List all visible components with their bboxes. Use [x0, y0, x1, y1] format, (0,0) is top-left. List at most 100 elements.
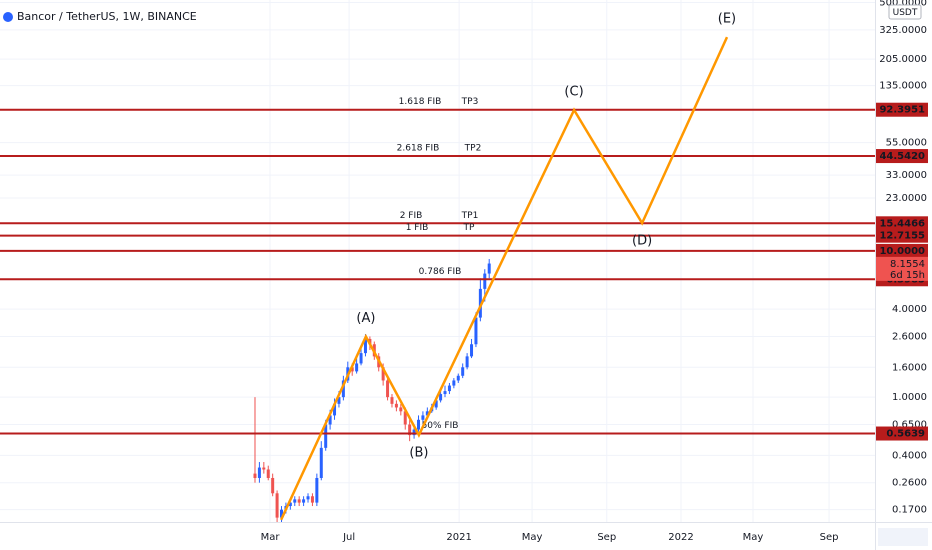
fib-label: 1.618 FIB [399, 97, 442, 107]
candle-body [474, 317, 478, 345]
candle-body [434, 400, 438, 408]
y-tick-label: 325.0000 [879, 25, 927, 36]
candle-body [461, 367, 465, 376]
y-tick-label: 0.2600 [892, 478, 927, 489]
candle-body [266, 469, 270, 478]
level-price-label: 44.5420 [879, 151, 925, 162]
candle-body [337, 397, 341, 404]
y-tick-label: 4.0000 [892, 304, 927, 315]
y-tick-label: 0.4000 [892, 450, 927, 461]
fib-label: 0.786 FIB [419, 267, 462, 277]
y-tick-label: 23.0000 [886, 193, 927, 204]
candle-body [293, 499, 297, 503]
candle-body [315, 477, 319, 503]
candle-body [363, 338, 367, 354]
tp-label: TP2 [464, 144, 482, 154]
candle-body [306, 496, 310, 500]
axes: 500.0000 325.0000 205.0000 135.0000 55.0000 3… [261, 0, 928, 543]
candle-body [319, 447, 323, 478]
symbol-icon [3, 12, 13, 22]
y-tick-label: 33.0000 [886, 170, 927, 181]
candle-body [350, 367, 354, 372]
candle-body [341, 380, 345, 398]
level-price-label: 10.0000 [879, 246, 925, 257]
y-tick-label: 2.6000 [892, 331, 927, 342]
candle-body [271, 477, 275, 494]
candle-body [478, 288, 482, 318]
candle-body [425, 411, 429, 416]
level-price-box [876, 102, 928, 117]
level-price-label: 12.7155 [879, 231, 925, 242]
y-tick-label: 500.0000 [879, 0, 927, 8]
x-tick-label: May [522, 532, 543, 543]
fib-label: 2 FIB [400, 211, 423, 221]
currency-box[interactable] [888, 4, 922, 20]
current-price-label: 8.1554 [890, 259, 925, 270]
candle-body [297, 499, 301, 503]
candle-body [355, 363, 359, 372]
candle-body [483, 273, 487, 289]
wave-line [279, 36, 729, 521]
y-tick-label: 0.1700 [892, 505, 927, 516]
candle-body [390, 397, 394, 404]
wave-label: (B) [409, 446, 428, 461]
candle-body [412, 429, 416, 436]
plot: 1.618 FIB TP3 2.618 FIB TP2 2 FIB TP1 1 FIB TP 0… [0, 12, 875, 522]
tp-label: TP1 [461, 211, 479, 221]
candle-body [257, 467, 261, 478]
candle-body [399, 407, 403, 412]
settings-box[interactable] [878, 528, 928, 546]
candle-body [324, 424, 328, 448]
level-price-label: 0.5639 [886, 429, 925, 440]
candle-body [394, 403, 398, 408]
wave-label: (D) [632, 234, 652, 249]
tp-label: TP3 [461, 97, 479, 107]
candle-body [416, 419, 420, 430]
countdown: 6d 15h [890, 270, 925, 281]
candle-body [333, 403, 337, 416]
x-tick-label: Sep [820, 532, 839, 543]
chart-title: Bancor / TetherUS, 1W, BINANCE [17, 10, 197, 23]
fib-label: 2.618 FIB [397, 144, 440, 154]
candle-body [452, 380, 456, 386]
y-tick-label: 1.6000 [892, 362, 927, 373]
candle-body [408, 424, 412, 436]
wave-label: (C) [564, 84, 583, 99]
level-price-box [876, 216, 928, 231]
y-tick-label: 1.0000 [892, 392, 927, 403]
x-tick-label: 2022 [668, 532, 693, 543]
y-tick-label: 0.6500 [892, 420, 927, 431]
candle-body [359, 353, 363, 364]
level-price-box [876, 426, 928, 441]
x-tick-label: May [743, 532, 764, 543]
level-price-label: 15.4466 [879, 218, 925, 229]
current-price-box [876, 256, 928, 281]
grid [0, 0, 875, 522]
candle-body [302, 499, 306, 503]
candle-body [443, 391, 447, 395]
candle-body [439, 394, 443, 401]
tp-label: TP [463, 223, 475, 233]
level-price-label: 92.3951 [879, 105, 925, 116]
fib-label: 1 FIB [406, 223, 429, 233]
candle-body [310, 496, 314, 503]
candle-body [381, 367, 385, 381]
currency: USDT [893, 8, 918, 18]
candle-body [386, 380, 390, 398]
x-tick-label: Sep [597, 532, 616, 543]
candle-body [275, 493, 279, 518]
candle-body [253, 473, 257, 478]
candle-body [447, 385, 451, 392]
candle-body [470, 344, 474, 357]
candle-body [288, 502, 292, 507]
level-price-box [876, 228, 928, 243]
candle-body [403, 411, 407, 425]
x-tick-label: Mar [261, 532, 281, 543]
y-tick-label: 135.0000 [879, 81, 927, 92]
candle-body [262, 467, 266, 470]
candle-body [328, 415, 332, 425]
candle-body [421, 415, 425, 420]
